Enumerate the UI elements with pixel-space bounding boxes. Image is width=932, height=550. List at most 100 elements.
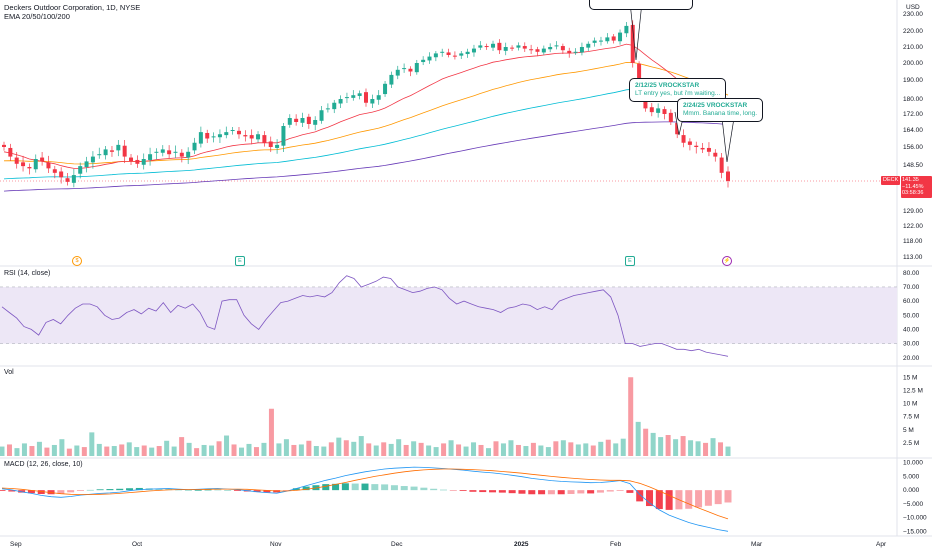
signal-line (1, 468, 729, 520)
macd-histogram-bar (96, 489, 104, 491)
candle-up (440, 51, 445, 53)
volume-bar (680, 436, 686, 456)
annotation-bubble-top[interactable] (589, 0, 693, 10)
earnings-e-icon[interactable]: E (235, 256, 245, 266)
candle-down (713, 152, 718, 157)
macd-label[interactable]: MACD (12, 26, close, 10) (4, 461, 83, 468)
volume-bar (36, 441, 42, 456)
candle-up (370, 99, 375, 104)
candle-down (262, 135, 267, 143)
volume-bar (44, 447, 50, 456)
candle-down (611, 36, 616, 41)
volume-axis-tick: 15 M (903, 374, 917, 381)
candle-up (579, 47, 584, 53)
candle-down (179, 152, 184, 157)
time-axis-tick: Dec (391, 541, 403, 548)
macd-histogram-bar (361, 483, 369, 491)
last-price-tag: 141.35 −11.45% 03:58:36 (901, 176, 932, 198)
macd-histogram-bar (0, 490, 6, 491)
volume-bar (231, 444, 237, 456)
volume-label[interactable]: Vol (4, 369, 14, 376)
volume-bar (21, 443, 27, 456)
volume-bar (433, 447, 439, 456)
annotation-bubble-2[interactable]: 2/24/25 VROCKSTAR Mmm. Banana time, long… (677, 98, 764, 122)
macd-histogram-bar (606, 490, 614, 492)
annotation-1-line1: 2/12/25 VROCKSTAR (635, 82, 700, 89)
volume-bar (194, 448, 200, 456)
bar-countdown: 03:58:36 (902, 190, 924, 196)
volume-bar (403, 444, 409, 456)
candle-up (605, 37, 610, 42)
candle-up (313, 120, 318, 125)
rsi-pane (0, 275, 897, 357)
candle-up (624, 25, 629, 34)
volume-bar (478, 444, 484, 456)
ema-indicator-label[interactable]: EMA 20/50/100/200 (4, 12, 70, 21)
rsi-axis-tick: 60.00 (903, 298, 920, 305)
volume-bar (246, 443, 252, 456)
candle-up (71, 175, 76, 183)
volume-bar (695, 441, 701, 456)
volume-bar (313, 446, 319, 456)
macd-histogram-bar (430, 488, 438, 491)
macd-histogram-bar (498, 490, 506, 493)
volume-bar (628, 377, 634, 456)
time-axis-tick: Mar (751, 541, 763, 548)
candle-down (27, 167, 32, 169)
price-axis-tick: 190.00 (903, 77, 923, 84)
time-axis-tick: Oct (132, 541, 142, 548)
candle-down (243, 135, 248, 137)
candle-up (230, 130, 235, 131)
candle-up (287, 118, 292, 125)
annotation-pointer (721, 117, 735, 163)
rsi-label[interactable]: RSI (14, close) (4, 270, 51, 277)
candle-down (46, 162, 51, 169)
macd-axis-tick: 0.000 (903, 487, 920, 494)
price-axis-tick: 148.50 (903, 162, 923, 169)
candle-up (78, 166, 83, 174)
volume-bar (448, 440, 454, 456)
macd-histogram-bar (518, 490, 526, 494)
candle-down (21, 162, 26, 167)
candle-down (59, 171, 64, 178)
macd-histogram-bar (135, 487, 143, 491)
macd-histogram-bar (538, 490, 546, 495)
candle-down (135, 159, 140, 164)
volume-bar (515, 444, 521, 456)
candle-up (586, 43, 591, 48)
volume-bar (0, 446, 5, 456)
volume-bar (568, 442, 574, 456)
macd-histogram-bar (67, 490, 75, 493)
candle-down (694, 145, 699, 147)
macd-histogram-bar (685, 490, 693, 509)
macd-histogram-bar (410, 486, 418, 491)
volume-bar (328, 442, 334, 456)
macd-axis-tick: −5.000 (903, 501, 923, 508)
macd-histogram-bar (616, 490, 624, 491)
candle-down (408, 68, 413, 72)
macd-histogram-bar (665, 490, 673, 510)
candle-up (357, 93, 362, 96)
volume-bar (418, 442, 424, 456)
candle-up (376, 95, 381, 100)
macd-axis-tick: −10.000 (903, 515, 927, 522)
candle-down (306, 116, 311, 124)
volume-bar (643, 428, 649, 456)
macd-histogram-bar (724, 490, 732, 503)
volume-bar (224, 435, 230, 456)
earnings-e-icon[interactable]: E (625, 256, 635, 266)
volume-bar (29, 446, 35, 456)
symbol-title[interactable]: Deckers Outdoor Corporation, 1D, NYSE (4, 3, 141, 12)
macd-histogram-bar (126, 488, 134, 491)
candle-down (14, 157, 19, 164)
macd-histogram-bar (224, 490, 232, 491)
volume-bar (598, 441, 604, 456)
time-axis-tick: Feb (610, 541, 622, 548)
candle-down (567, 50, 572, 54)
dividend-icon[interactable]: $ (72, 256, 82, 266)
macd-histogram-bar (577, 490, 585, 494)
candle-up (148, 154, 153, 160)
flash-icon[interactable]: ⚡ (722, 256, 732, 266)
price-pane (0, 1, 897, 192)
